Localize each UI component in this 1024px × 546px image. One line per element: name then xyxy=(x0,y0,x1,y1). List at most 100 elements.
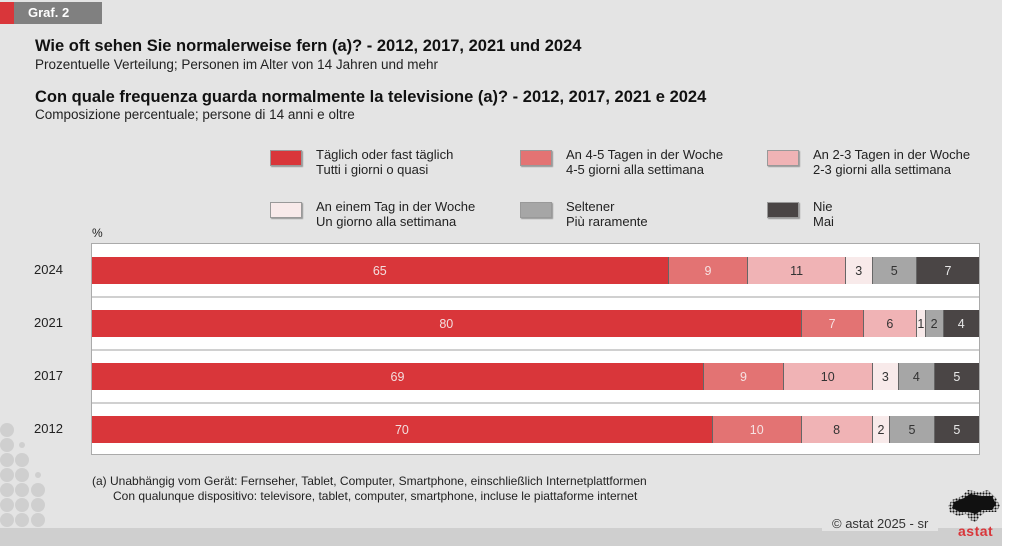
decorative-dot xyxy=(0,513,14,527)
legend-swatch xyxy=(520,150,552,166)
copyright: © astat 2025 - sr xyxy=(822,516,939,531)
decorative-dot xyxy=(31,483,45,497)
bar-segment: 4 xyxy=(943,310,979,337)
decorative-dot xyxy=(15,453,29,467)
bar-segment: 8 xyxy=(801,416,873,443)
bar-segment: 5 xyxy=(934,363,979,390)
bar-segment: 9 xyxy=(704,363,784,390)
bar-segment: 2 xyxy=(872,416,891,443)
legend-label: Nie Mai xyxy=(813,199,834,229)
bar-segment: 7 xyxy=(916,257,979,284)
bar-segment: 5 xyxy=(872,257,917,284)
legend-label-de: An 4-5 Tagen in der Woche xyxy=(566,147,724,162)
legend-label-it: Tutti i giorni o quasi xyxy=(316,162,429,177)
data-label: 3 xyxy=(881,369,889,384)
legend-label-it: Più raramente xyxy=(566,214,648,229)
data-label: 5 xyxy=(953,422,961,437)
decorative-dot xyxy=(15,483,29,497)
legend-label: An einem Tag in der Woche Un giorno alla … xyxy=(316,199,475,229)
bar-segment: 10 xyxy=(712,416,802,443)
decorative-dot xyxy=(35,472,41,478)
row-separator xyxy=(92,402,979,404)
axis-unit-label: % xyxy=(92,226,103,240)
footnote-de: (a) Unabhängig vom Gerät: Fernseher, Tab… xyxy=(92,474,647,488)
astat-logo-icon xyxy=(948,490,1000,522)
data-label: 3 xyxy=(855,263,863,278)
bar-segment: 5 xyxy=(890,416,935,443)
data-label: 11 xyxy=(790,263,804,278)
legend-swatch xyxy=(767,150,799,166)
data-label: 69 xyxy=(390,369,405,384)
data-label: 10 xyxy=(749,422,764,437)
bar-segment: 10 xyxy=(783,363,873,390)
bar-segment: 3 xyxy=(845,257,873,284)
legend-label-it: 4-5 giorni alla settimana xyxy=(566,162,705,177)
legend-label: An 2-3 Tagen in der Woche 2-3 giorni alla… xyxy=(813,147,970,177)
subtitle-it: Composizione percentuale; persone di 14 … xyxy=(35,107,355,122)
data-label: 1 xyxy=(917,316,925,331)
plot-area: 65 9 11 3 5 7 80 7 6 1 2 4 69 9 10 3 4 5 70 10 8 2 5 5 xyxy=(91,243,980,455)
data-label: 9 xyxy=(704,263,712,278)
decorative-dot xyxy=(0,453,14,467)
decorative-dot xyxy=(19,442,25,448)
data-label: 7 xyxy=(828,316,836,331)
decorative-dot xyxy=(15,513,29,527)
legend-swatch xyxy=(270,202,302,218)
data-label: 8 xyxy=(833,422,841,437)
data-label: 4 xyxy=(957,316,965,331)
decorative-dot xyxy=(31,513,45,527)
bar-segment: 3 xyxy=(872,363,900,390)
data-label: 6 xyxy=(886,316,894,331)
legend-swatch xyxy=(520,202,552,218)
data-label: 5 xyxy=(908,422,916,437)
title-it: Con quale frequenza guarda normalmente l… xyxy=(35,88,707,106)
y-tick-label: 2017 xyxy=(34,368,63,383)
row-separator xyxy=(92,349,979,351)
data-label: 7 xyxy=(944,263,952,278)
legend-label-it: Un giorno alla settimana xyxy=(316,214,457,229)
bar-segment: 6 xyxy=(863,310,917,337)
data-label: 5 xyxy=(953,369,961,384)
decorative-dot xyxy=(15,498,29,512)
data-label: 2 xyxy=(930,316,938,331)
bar-segment: 4 xyxy=(899,363,935,390)
bar-segment: 5 xyxy=(934,416,979,443)
legend-label: An 4-5 Tagen in der Woche 4-5 giorni alla… xyxy=(566,147,723,177)
bar-segment: 69 xyxy=(92,363,705,390)
bar-segment: 70 xyxy=(92,416,713,443)
footer-band xyxy=(0,528,1002,546)
decorative-dot xyxy=(0,438,14,452)
row-separator xyxy=(92,296,979,298)
legend-label-de: Seltener xyxy=(566,199,615,214)
bar-segment: 9 xyxy=(668,257,749,284)
data-label: 5 xyxy=(890,263,898,278)
legend-label-it: Mai xyxy=(813,214,834,229)
legend-swatch xyxy=(270,150,302,166)
legend-label-de: Täglich oder fast täglich xyxy=(316,147,454,162)
decorative-dot xyxy=(0,498,14,512)
footnote-it: Con qualunque dispositivo: televisore, t… xyxy=(113,489,638,503)
decorative-dot xyxy=(0,423,14,437)
decorative-dot xyxy=(31,498,45,512)
y-tick-label: 2024 xyxy=(34,262,63,277)
data-label: 9 xyxy=(739,369,747,384)
legend-label: Seltener Più raramente xyxy=(566,199,648,229)
bar-segment: 65 xyxy=(92,257,669,284)
graf-tag-accent xyxy=(0,2,14,24)
data-label: 4 xyxy=(912,369,920,384)
subtitle-de: Prozentuelle Verteilung; Personen im Alt… xyxy=(35,57,438,72)
data-label: 10 xyxy=(820,369,835,384)
data-label: 80 xyxy=(439,316,454,331)
legend-label-de: An einem Tag in der Woche xyxy=(316,199,476,214)
data-label: 70 xyxy=(394,422,409,437)
legend-label-de: Nie xyxy=(813,199,833,214)
legend-label: Täglich oder fast täglich Tutti i giorni … xyxy=(316,147,453,177)
legend-label-de: An 2-3 Tagen in der Woche xyxy=(813,147,971,162)
decorative-dot xyxy=(0,468,14,482)
bar-segment: 1 xyxy=(916,310,926,337)
bar-segment: 80 xyxy=(92,310,802,337)
y-tick-label: 2012 xyxy=(34,421,63,436)
bar-segment: 11 xyxy=(748,257,846,284)
astat-logo-text: astat xyxy=(958,523,994,539)
legend-label-it: 2-3 giorni alla settimana xyxy=(813,162,952,177)
